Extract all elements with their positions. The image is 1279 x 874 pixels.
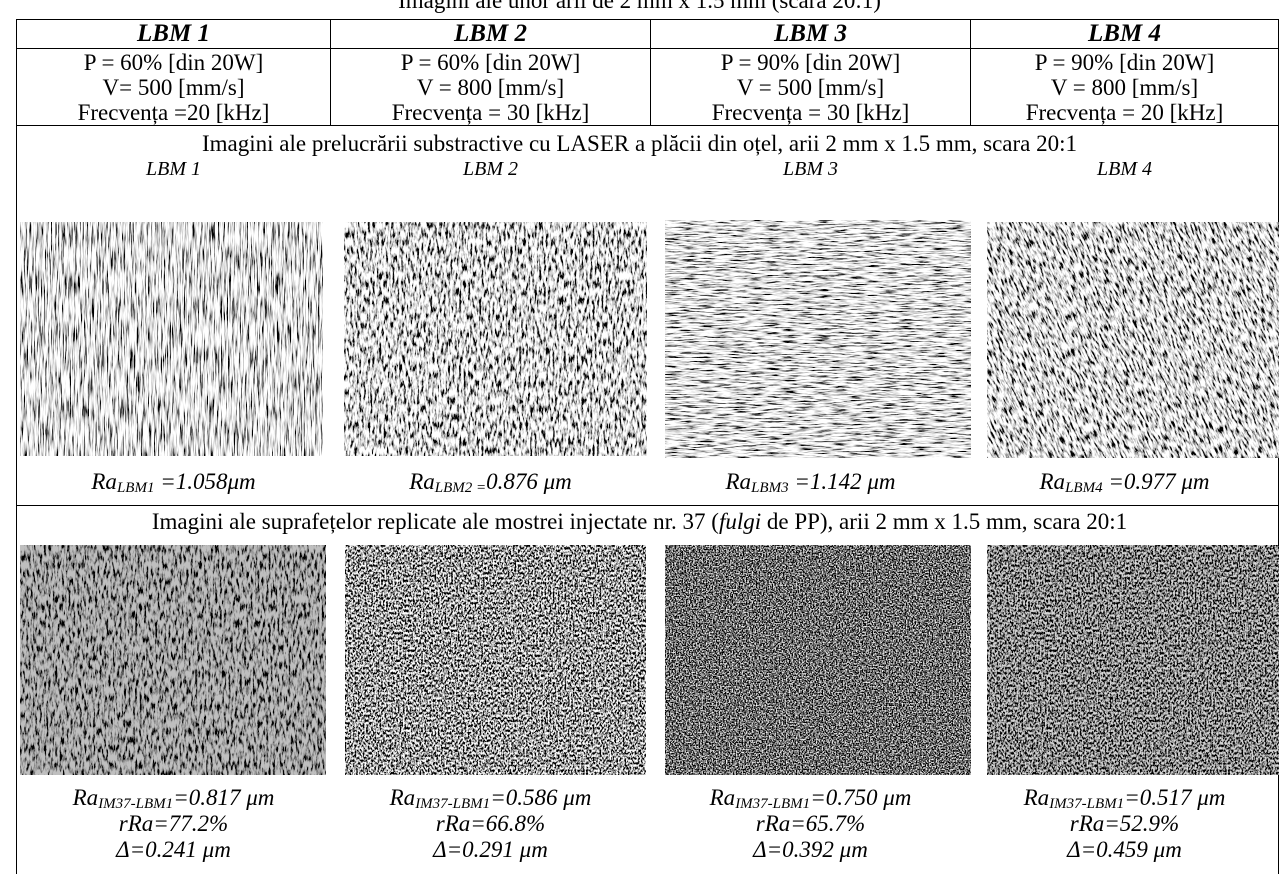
header-cell: LBM 3 <box>651 20 970 48</box>
replica-image <box>20 545 326 775</box>
delta: Δ=0.459 μm <box>971 837 1278 862</box>
replica-image <box>665 545 971 775</box>
image-label: LBM 4 <box>971 157 1278 182</box>
roughness-value: RaIM37-LBM1=0.817 μm <box>17 785 330 810</box>
parameter: V = 800 [mm/s] <box>971 75 1278 100</box>
subscript: IM37-LBM1 <box>1049 796 1124 812</box>
delta: Δ=0.241 μm <box>17 837 330 862</box>
symbol: Ra <box>409 469 435 494</box>
subscript: IM37-LBM1 <box>735 796 810 812</box>
parameter: Frecvența = 30 [kHz] <box>651 100 970 125</box>
caption-text: Imagini ale suprafețelor replicate ale m… <box>152 509 719 534</box>
caption-text: de PP), arii 2 mm x 1.5 mm, scara 20:1 <box>761 509 1127 534</box>
surface-image <box>987 222 1279 458</box>
value: =0.517 μm <box>1124 785 1225 810</box>
relative-roughness: rRa=77.2% <box>17 811 330 836</box>
image-label: LBM 1 <box>17 157 330 182</box>
symbol: Ra <box>726 469 752 494</box>
symbol: Ra <box>73 785 99 810</box>
symbol: Ra <box>390 785 416 810</box>
caption-text: fulgi <box>719 509 761 534</box>
roughness-value: RaLBM1 =1.058μm <box>17 469 330 494</box>
subscript: LBM2 = <box>435 480 486 496</box>
value: =0.817 μm <box>173 785 274 810</box>
subscript: IM37-LBM1 <box>415 796 490 812</box>
page: Imagini ale unor arii de 2 mm x 1.5 mm (… <box>0 0 1279 874</box>
subscript: LBM1 <box>117 480 155 496</box>
surface-image <box>20 222 323 456</box>
relative-roughness: rRa=65.7% <box>651 811 970 836</box>
value: =0.977 μm <box>1103 469 1210 494</box>
replica-image <box>345 545 646 775</box>
parameter: P = 90% [din 20W] <box>971 50 1278 75</box>
parameter: V = 500 [mm/s] <box>651 75 970 100</box>
header-cell: LBM 2 <box>331 20 650 48</box>
parameter: V = 800 [mm/s] <box>331 75 650 100</box>
rule <box>16 125 1279 126</box>
relative-roughness: rRa=52.9% <box>971 811 1278 836</box>
symbol: Ra <box>91 469 117 494</box>
parameter: P = 90% [din 20W] <box>651 50 970 75</box>
rule <box>16 48 1279 49</box>
value: 0.876 μm <box>486 469 572 494</box>
parameter: V= 500 [mm/s] <box>17 75 330 100</box>
parameter: Frecvența =20 [kHz] <box>17 100 330 125</box>
subscript: LBM4 <box>1065 480 1103 496</box>
title: Imagini ale unor arii de 2 mm x 1.5 mm (… <box>0 0 1279 13</box>
section-caption: Imagini ale prelucrării substractive cu … <box>0 131 1279 156</box>
image-label: LBM 3 <box>651 157 970 182</box>
subscript: IM37-LBM1 <box>98 796 173 812</box>
header-cell: LBM 4 <box>971 20 1278 48</box>
delta: Δ=0.392 μm <box>651 837 970 862</box>
parameter: P = 60% [din 20W] <box>331 50 650 75</box>
value: =1.058μm <box>154 469 255 494</box>
symbol: Ra <box>1024 785 1050 810</box>
section-caption: Imagini ale suprafețelor replicate ale m… <box>0 509 1279 534</box>
parameter: P = 60% [din 20W] <box>17 50 330 75</box>
roughness-value: RaIM37-LBM1=0.750 μm <box>651 785 970 810</box>
parameter: Frecvența = 20 [kHz] <box>971 100 1278 125</box>
relative-roughness: rRa=66.8% <box>331 811 650 836</box>
roughness-value: RaLBM3 =1.142 μm <box>651 469 970 494</box>
value: =0.586 μm <box>490 785 591 810</box>
surface-image <box>665 220 971 458</box>
value: =1.142 μm <box>789 469 896 494</box>
rule <box>16 505 1279 506</box>
image-label: LBM 2 <box>331 157 650 182</box>
roughness-value: RaLBM4 =0.977 μm <box>971 469 1278 494</box>
roughness-value: RaIM37-LBM1=0.517 μm <box>971 785 1278 810</box>
replica-image <box>987 545 1279 775</box>
parameter: Frecvența = 30 [kHz] <box>331 100 650 125</box>
surface-image <box>344 222 647 456</box>
subscript: LBM3 <box>751 480 789 496</box>
delta: Δ=0.291 μm <box>331 837 650 862</box>
symbol: Ra <box>1040 469 1066 494</box>
roughness-value: RaIM37-LBM1=0.586 μm <box>331 785 650 810</box>
symbol: Ra <box>710 785 736 810</box>
value: =0.750 μm <box>810 785 911 810</box>
roughness-value: RaLBM2 =0.876 μm <box>331 469 650 494</box>
header-cell: LBM 1 <box>17 20 330 48</box>
